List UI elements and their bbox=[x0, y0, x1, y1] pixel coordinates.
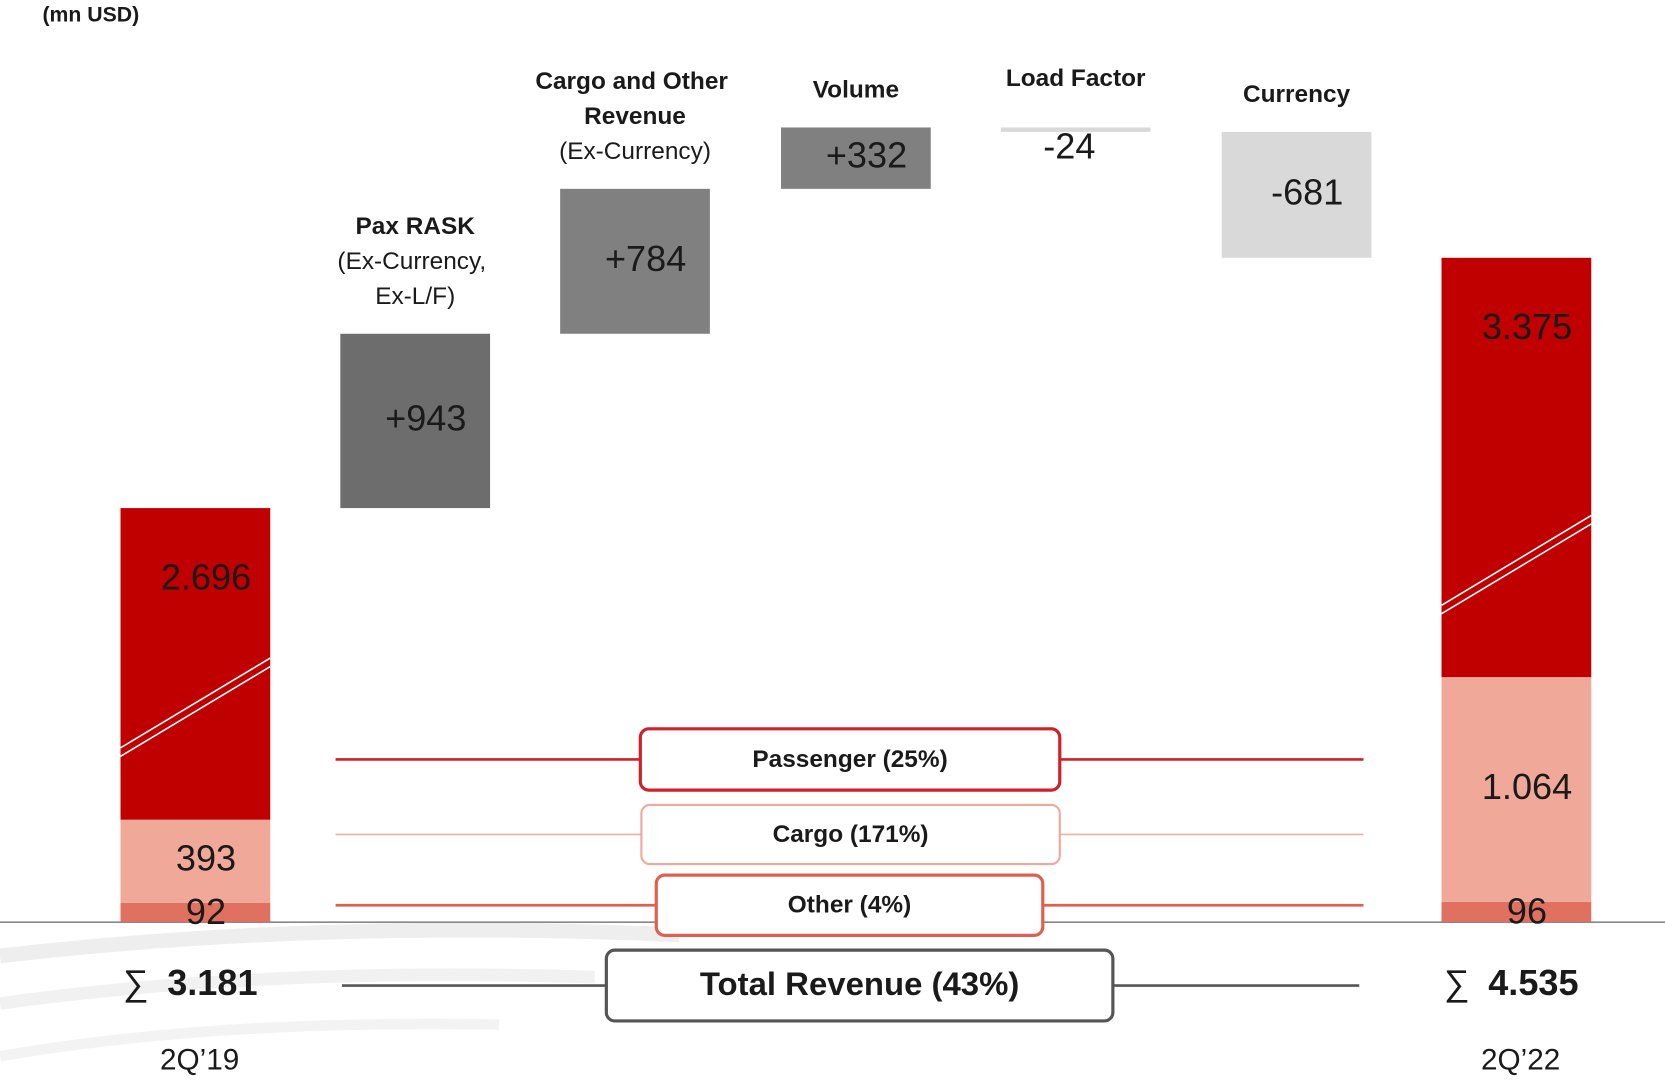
legend-box bbox=[638, 727, 1062, 792]
data-label: 2.696 bbox=[161, 556, 251, 597]
delta-bar bbox=[781, 127, 931, 189]
legend-label: Cargo (171%) bbox=[773, 821, 929, 848]
chart-area: (mn USD) 2.696 393 92 ∑ 3.181 2Q’19 3.375 1.064… bbox=[0, 3, 1665, 1076]
period-label: 2Q’19 bbox=[160, 1043, 239, 1076]
total-value: 3.181 bbox=[167, 962, 257, 1003]
category-label: Cargo and Other Revenue bbox=[535, 69, 734, 131]
data-label: 1.064 bbox=[1482, 766, 1572, 807]
data-label: 3.375 bbox=[1482, 306, 1572, 347]
data-label: 96 bbox=[1507, 891, 1547, 932]
legend-box bbox=[604, 948, 1115, 1023]
legend-box bbox=[654, 873, 1045, 937]
bar-segment bbox=[1441, 901, 1592, 923]
legend-box bbox=[640, 803, 1061, 866]
legend-label: Total Revenue (43%) bbox=[700, 965, 1019, 1002]
bar-segment bbox=[1441, 677, 1592, 902]
axis-break bbox=[120, 665, 271, 757]
category-note: (Ex-Currency) bbox=[559, 138, 711, 165]
delta-label: -24 bbox=[1043, 125, 1095, 166]
delta-label: +784 bbox=[605, 238, 686, 279]
delta-bar bbox=[560, 188, 710, 334]
axis-break bbox=[1441, 523, 1592, 615]
bar-segment bbox=[120, 508, 271, 820]
axis-break bbox=[1441, 514, 1592, 606]
period-label: 2Q’22 bbox=[1481, 1043, 1560, 1076]
bar-segment bbox=[120, 902, 271, 923]
legend-label: Other (4%) bbox=[788, 892, 911, 919]
category-label: Pax RASK bbox=[356, 214, 476, 241]
data-label: 393 bbox=[176, 838, 236, 879]
total-value: 4.535 bbox=[1488, 962, 1578, 1003]
background-swoosh bbox=[0, 1018, 500, 1062]
delta-bar bbox=[1221, 131, 1372, 258]
category-note: (Ex-Currency, Ex-L/F) bbox=[337, 248, 493, 310]
axis-break bbox=[120, 657, 271, 749]
unit-label: (mn USD) bbox=[42, 3, 139, 26]
category-label: Currency bbox=[1243, 81, 1351, 108]
bar-segment bbox=[120, 819, 271, 903]
data-label: 92 bbox=[186, 891, 226, 932]
total-symbol: ∑ bbox=[1444, 962, 1470, 1003]
delta-bar bbox=[1000, 127, 1151, 132]
delta-bar bbox=[340, 333, 491, 509]
background-swoosh bbox=[0, 922, 680, 964]
legend-label: Passenger (25%) bbox=[752, 746, 947, 773]
category-label: Volume bbox=[813, 77, 899, 104]
delta-label: -681 bbox=[1271, 171, 1343, 212]
total-symbol: ∑ bbox=[123, 962, 149, 1003]
delta-label: +943 bbox=[385, 398, 466, 439]
category-label: Load Factor bbox=[1006, 65, 1146, 92]
bar-segment bbox=[1441, 257, 1592, 678]
delta-label: +332 bbox=[826, 135, 907, 176]
background-swoosh bbox=[0, 968, 595, 1010]
